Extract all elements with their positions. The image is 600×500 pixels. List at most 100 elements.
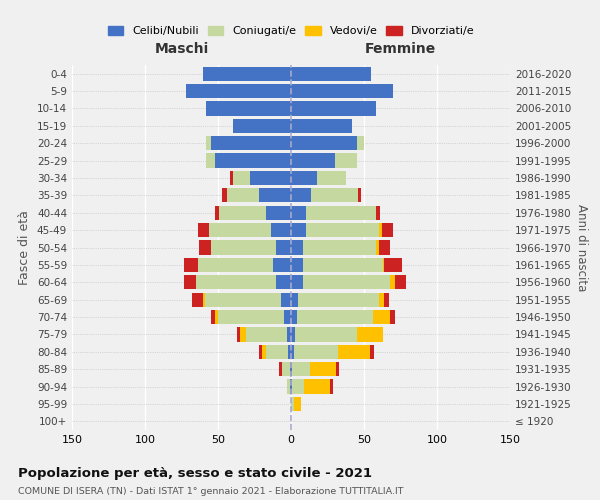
Text: Maschi: Maschi [154, 42, 209, 56]
Bar [266, 206, 291, 220]
Bar [211, 310, 215, 324]
Bar [291, 275, 302, 289]
Bar [291, 154, 335, 168]
Bar [298, 292, 379, 307]
Bar [294, 397, 301, 411]
Bar [385, 292, 389, 307]
Bar [291, 240, 302, 254]
Bar [317, 171, 346, 185]
Bar [259, 344, 262, 359]
Bar [291, 310, 297, 324]
Bar [205, 292, 281, 307]
Bar [356, 136, 364, 150]
Bar [197, 258, 274, 272]
Bar [233, 171, 250, 185]
Bar [211, 240, 277, 254]
Bar [215, 310, 218, 324]
Bar [395, 275, 406, 289]
Bar [379, 240, 390, 254]
Bar [215, 206, 220, 220]
Bar [280, 362, 282, 376]
Bar [291, 118, 352, 133]
Bar [209, 223, 271, 237]
Bar [262, 344, 266, 359]
Bar [291, 380, 292, 394]
Bar [290, 362, 291, 376]
Bar [383, 258, 385, 272]
Bar [282, 362, 290, 376]
Bar [291, 223, 305, 237]
Bar [192, 292, 203, 307]
Bar [287, 328, 291, 342]
Bar [196, 275, 277, 289]
Bar [274, 258, 291, 272]
Bar [297, 310, 373, 324]
Text: Popolazione per età, sesso e stato civile - 2021: Popolazione per età, sesso e stato civil… [18, 468, 372, 480]
Bar [379, 292, 385, 307]
Bar [271, 223, 291, 237]
Bar [390, 275, 395, 289]
Bar [302, 258, 383, 272]
Bar [220, 206, 266, 220]
Bar [259, 188, 291, 202]
Bar [186, 84, 291, 98]
Bar [291, 397, 294, 411]
Bar [304, 380, 331, 394]
Bar [206, 154, 215, 168]
Bar [240, 328, 246, 342]
Bar [197, 223, 209, 237]
Bar [277, 240, 291, 254]
Bar [291, 344, 294, 359]
Bar [291, 66, 371, 81]
Bar [291, 362, 292, 376]
Bar [203, 292, 205, 307]
Bar [291, 188, 311, 202]
Bar [277, 275, 291, 289]
Bar [291, 328, 295, 342]
Bar [373, 310, 390, 324]
Bar [184, 258, 197, 272]
Y-axis label: Fasce di età: Fasce di età [19, 210, 31, 285]
Bar [382, 223, 393, 237]
Bar [206, 136, 211, 150]
Text: Femmine: Femmine [365, 42, 436, 56]
Bar [237, 328, 240, 342]
Bar [292, 380, 304, 394]
Bar [199, 240, 211, 254]
Bar [250, 171, 291, 185]
Bar [291, 292, 298, 307]
Bar [356, 328, 383, 342]
Bar [295, 328, 356, 342]
Bar [376, 206, 380, 220]
Bar [227, 188, 259, 202]
Bar [302, 275, 390, 289]
Bar [203, 66, 291, 81]
Bar [291, 258, 302, 272]
Bar [288, 344, 291, 359]
Bar [287, 380, 290, 394]
Bar [230, 171, 233, 185]
Bar [266, 344, 288, 359]
Legend: Celibi/Nubili, Coniugati/e, Vedovi/e, Divorziati/e: Celibi/Nubili, Coniugati/e, Vedovi/e, Di… [103, 22, 479, 40]
Bar [291, 102, 376, 116]
Bar [215, 154, 291, 168]
Bar [233, 118, 291, 133]
Bar [291, 84, 393, 98]
Bar [376, 240, 379, 254]
Bar [246, 328, 287, 342]
Bar [358, 188, 361, 202]
Bar [218, 310, 284, 324]
Bar [310, 362, 336, 376]
Bar [223, 188, 227, 202]
Bar [385, 258, 402, 272]
Bar [390, 310, 395, 324]
Bar [281, 292, 291, 307]
Bar [338, 344, 370, 359]
Bar [305, 206, 376, 220]
Bar [370, 344, 374, 359]
Y-axis label: Anni di nascita: Anni di nascita [575, 204, 588, 291]
Bar [331, 380, 334, 394]
Text: COMUNE DI ISERA (TN) - Dati ISTAT 1° gennaio 2021 - Elaborazione TUTTITALIA.IT: COMUNE DI ISERA (TN) - Dati ISTAT 1° gen… [18, 488, 404, 496]
Bar [291, 206, 305, 220]
Bar [211, 136, 291, 150]
